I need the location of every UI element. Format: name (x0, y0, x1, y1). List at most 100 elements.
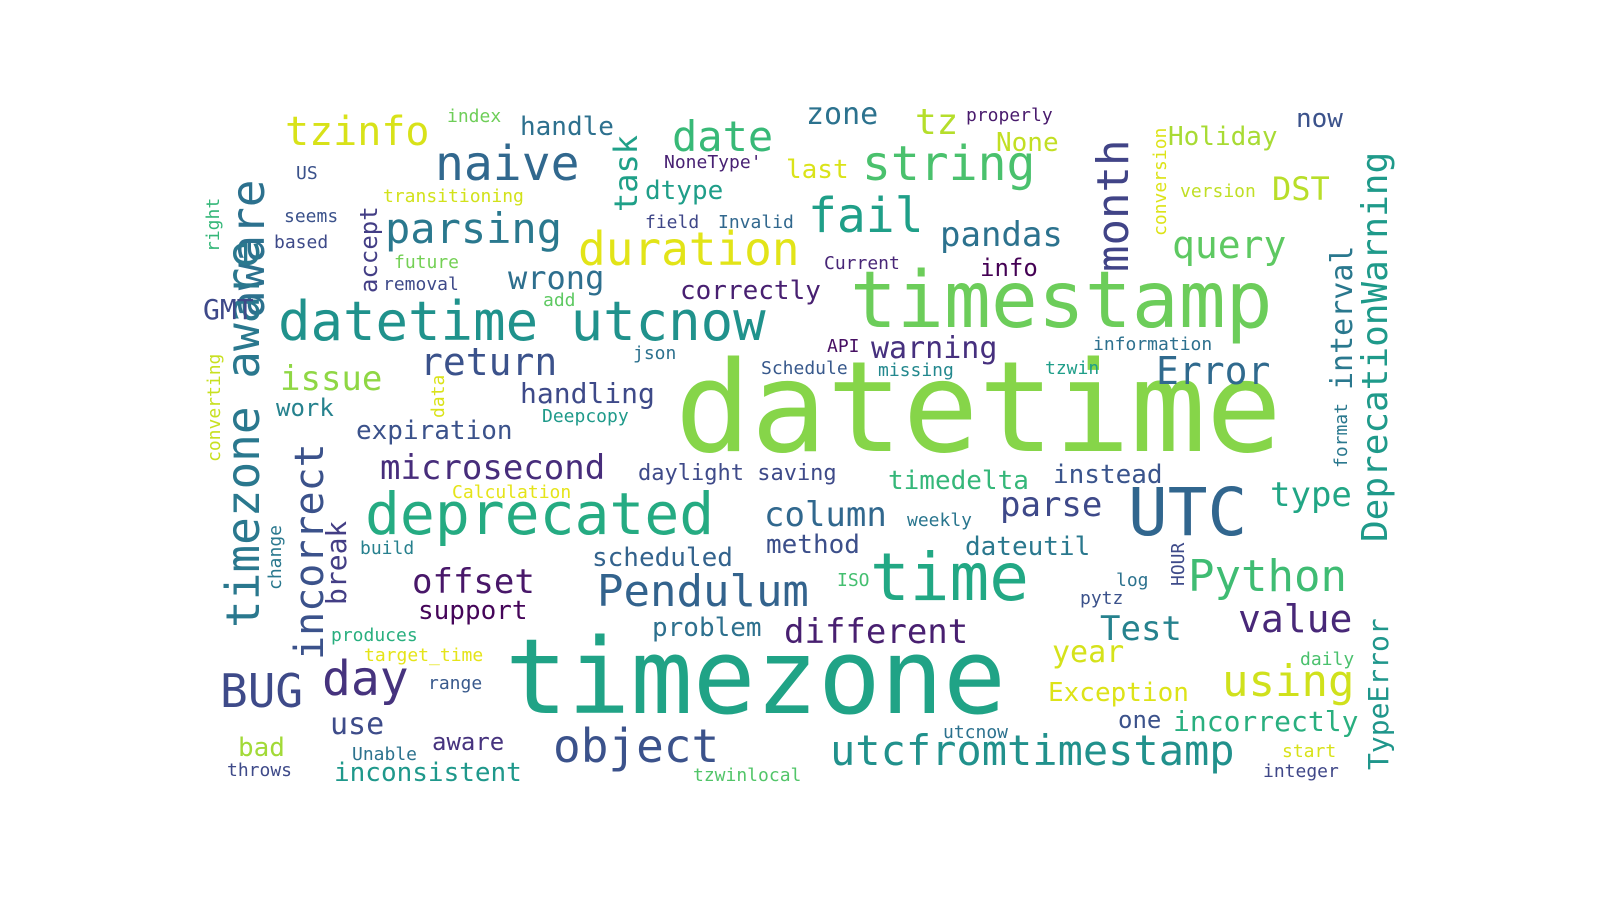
word-future: future (394, 252, 460, 273)
word-different: different (784, 612, 969, 652)
word-api: API (827, 336, 860, 357)
word-timedelta: timedelta (888, 466, 1029, 496)
word-pytz: pytz (1080, 588, 1124, 609)
word-tz: tz (915, 102, 959, 143)
word-naive: naive (435, 136, 580, 192)
word-parsing: parsing (385, 204, 563, 253)
word-handle: handle (520, 112, 614, 142)
word-converting: converting (204, 353, 225, 462)
word-removal: removal (383, 274, 459, 295)
word-deprecated: deprecated (365, 480, 715, 548)
word-right: right (203, 197, 224, 252)
word-pandas: pandas (940, 215, 1063, 255)
word-dst: DST (1272, 170, 1330, 208)
word-range: range (428, 673, 483, 694)
word-utc: UTC (1128, 474, 1248, 551)
word-utcfromtimestamp: utcfromtimestamp (830, 726, 1235, 775)
word-break: break (320, 520, 353, 605)
word-calculation: Calculation (452, 482, 572, 503)
word-unable: Unable (352, 744, 418, 765)
word-interval: interval (1325, 245, 1360, 391)
word-utcnow: utcnow (943, 722, 1009, 743)
word-parse: parse (1000, 485, 1103, 525)
word-timezone: timezone (505, 616, 1006, 738)
word-us: US (296, 163, 318, 184)
word-error: Error (1156, 349, 1271, 393)
word-value: value (1238, 597, 1353, 641)
word-wrong: wrong (508, 259, 605, 297)
word-dateutil: dateutil (965, 532, 1091, 562)
word-year: year (1052, 635, 1125, 670)
word-conversion: conversion (1150, 127, 1171, 236)
word-daily: daily (1300, 649, 1355, 670)
word-bad: bad (238, 733, 285, 763)
word-timestamp: timestamp (850, 256, 1273, 346)
word-offset: offset (412, 562, 535, 602)
word-object: object (553, 719, 720, 773)
word-expiration: expiration (356, 416, 513, 446)
word-daylight-saving: daylight saving (638, 461, 837, 486)
word-one: one (1118, 706, 1162, 734)
word-zone: zone (806, 97, 879, 132)
word-iso: ISO (837, 570, 870, 591)
word-microsecond: microsecond (380, 448, 606, 488)
word-bug: BUG (220, 664, 304, 718)
word-python: Python (1188, 551, 1347, 602)
word-use: use (330, 707, 385, 742)
word-duration: duration (578, 222, 800, 276)
word-work: work (276, 394, 334, 422)
word-aware: aware (432, 728, 505, 756)
word-format: format (1331, 402, 1352, 468)
word-string: string (862, 136, 1036, 192)
word-tzwin: tzwin (1045, 358, 1100, 379)
word-pendulum: Pendulum (597, 566, 809, 617)
word-time: time (870, 539, 1029, 616)
word-scheduled: scheduled (592, 543, 733, 573)
word-column: column (764, 495, 887, 535)
word-deepcopy: Deepcopy (542, 406, 629, 427)
word-field: field (645, 212, 700, 233)
word-weekly: weekly (907, 510, 973, 531)
word-using: using (1222, 656, 1355, 707)
word-properly: properly (966, 105, 1053, 126)
word-tzwinlocal: tzwinlocal (693, 765, 802, 786)
word-none: None (996, 128, 1059, 158)
word-exception: Exception (1048, 678, 1189, 708)
word-test: Test (1100, 609, 1182, 649)
word-throws: throws (227, 760, 293, 781)
word-target-time: target_time (364, 645, 484, 666)
word-information: information (1093, 334, 1213, 355)
word-instead: instead (1053, 460, 1163, 490)
word-task: task (607, 134, 645, 212)
word-issue: issue (280, 359, 383, 399)
word-last: last (786, 155, 849, 185)
word-schedule: Schedule (761, 358, 848, 379)
word-correctly: correctly (680, 276, 821, 306)
word-inconsistent: inconsistent (334, 758, 522, 788)
word-now: now (1296, 104, 1343, 134)
word-problem: problem (652, 613, 762, 643)
word-fail: fail (808, 188, 924, 244)
word-current: Current (824, 253, 900, 274)
word-log: log (1116, 570, 1149, 591)
word-build: build (360, 538, 415, 559)
word-month: month (1088, 139, 1139, 272)
word-handling: handling (520, 377, 655, 410)
word-day: day (322, 651, 409, 707)
word-integer: integer (1263, 761, 1339, 782)
word-dtype: dtype (645, 176, 724, 206)
word-transitioning: transitioning (383, 186, 524, 207)
word-warning: warning (871, 331, 998, 366)
word-hour: HOUR (1168, 542, 1189, 586)
word-index: index (447, 106, 502, 127)
word-produces: produces (331, 625, 418, 646)
word-date: date (672, 112, 774, 161)
word-support: support (418, 596, 528, 626)
word-data: data (428, 374, 449, 418)
word-deprecationwarning: DeprecationWarning (1355, 151, 1396, 542)
word-holiday: Holiday (1168, 122, 1278, 152)
word-missing: missing (878, 360, 954, 381)
word-incorrectly: incorrectly (1173, 705, 1359, 738)
word-json: json (633, 343, 677, 364)
word-query: query (1172, 223, 1287, 267)
